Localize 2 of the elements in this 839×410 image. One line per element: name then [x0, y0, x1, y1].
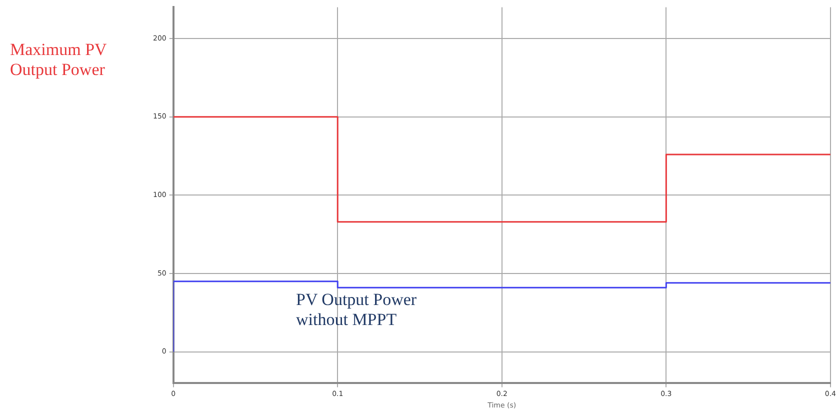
text: Maximum PV Output Power [10, 40, 108, 80]
series-label: PV Output Power without MPPT [296, 290, 418, 330]
